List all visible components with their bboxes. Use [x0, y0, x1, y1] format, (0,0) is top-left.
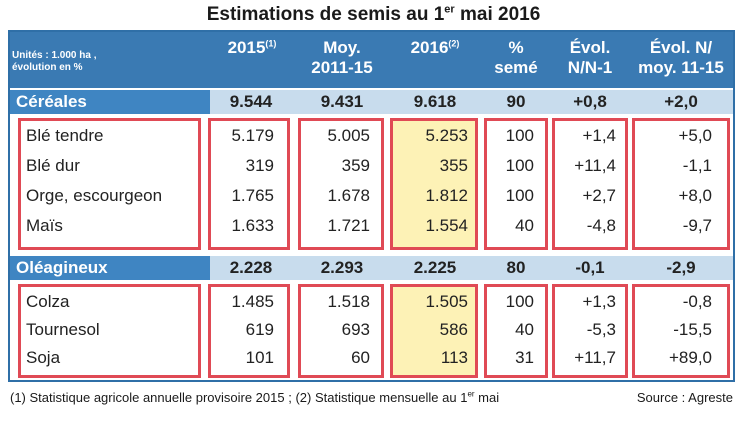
- value-moy: 5.005: [327, 126, 370, 145]
- column-header-2016: 2016(2): [410, 38, 460, 57]
- section-name: Céréales: [10, 90, 210, 114]
- source-note: Source : Agreste: [636, 390, 733, 405]
- table-row: Tournesol 619 693 586 40 -5,3 -15,5: [10, 317, 733, 343]
- table-row: Blé dur 319 359 355 100 +11,4 -1,1: [10, 153, 733, 179]
- row-label: Orge, escourgeon: [26, 186, 163, 205]
- label-box: [18, 118, 201, 250]
- total-2015: 2.228: [229, 258, 273, 277]
- table-row: Orge, escourgeon 1.765 1.678 1.812 100 +…: [10, 183, 733, 209]
- row-label: Soja: [26, 348, 61, 367]
- section-oleagineux: Oléagineux 2.228 2.293 2.225 80 -0,1 -2,…: [10, 256, 733, 280]
- row-label: Tournesol: [26, 320, 100, 339]
- value-2015: 101: [245, 348, 274, 367]
- value-2015: 619: [245, 320, 274, 339]
- value-percent: 100: [505, 186, 534, 205]
- table-row: Colza 1.485 1.518 1.505 100 +1,3 -0,8: [10, 289, 733, 315]
- total-evol-moy: -2,9: [666, 258, 696, 277]
- value-evol: +1,4: [582, 126, 616, 145]
- column-box-moy: [298, 284, 384, 378]
- total-percent: 90: [506, 92, 526, 111]
- value-2016: 586: [439, 320, 468, 339]
- total-evol: -0,1: [575, 258, 605, 277]
- value-evol-moy: -1,1: [682, 156, 712, 175]
- value-2016: 1.554: [425, 216, 468, 235]
- column-box-percent: [484, 118, 548, 250]
- value-percent: 100: [505, 156, 534, 175]
- table-row: Soja 101 60 113 31 +11,7 +89,0: [10, 345, 733, 371]
- total-percent: 80: [506, 258, 526, 277]
- value-2015: 1.633: [231, 216, 274, 235]
- column-header-moy: Moy. 2011-15: [311, 38, 373, 77]
- column-header-evol-moy: Évol. N/moy. 11-15: [638, 38, 724, 77]
- table-header: [10, 32, 733, 88]
- table-row: Blé tendre 5.179 5.005 5.253 100 +1,4 +5…: [10, 123, 733, 149]
- column-header-evol-n-n1: Évol. N/N-1: [567, 38, 613, 77]
- value-evol-moy: +5,0: [678, 126, 712, 145]
- column-header-2015: 2015(1): [227, 38, 277, 57]
- column-header-percent-seme: % semé: [494, 38, 538, 77]
- row-label: Blé dur: [26, 156, 80, 175]
- section-cereales: Céréales 9.544 9.431 9.618 90 +0,8 +2,0: [10, 90, 733, 114]
- value-evol-moy: -15,5: [673, 320, 712, 339]
- column-box-percent: [484, 284, 548, 378]
- value-2016: 355: [439, 156, 468, 175]
- value-evol: +11,4: [574, 156, 616, 175]
- row-label: Maïs: [26, 216, 63, 235]
- table-row: Maïs 1.633 1.721 1.554 40 -4,8 -9,7: [10, 213, 733, 239]
- column-box-evol: [552, 118, 628, 250]
- column-box-2016: [390, 118, 478, 250]
- value-2015: 1.485: [231, 292, 274, 311]
- label-box: [18, 284, 201, 378]
- value-evol-moy: +89,0: [668, 348, 712, 367]
- value-2015: 319: [245, 156, 274, 175]
- column-box-2016: [390, 284, 478, 378]
- value-2015: 1.765: [231, 186, 274, 205]
- total-evol-moy: +2,0: [664, 92, 698, 111]
- column-box-2015: [208, 118, 290, 250]
- table-frame: [8, 30, 735, 382]
- table-title: Estimations de semis au 1er mai 2016: [206, 3, 541, 25]
- column-box-2015: [208, 284, 290, 378]
- value-percent: 40: [515, 320, 534, 339]
- value-2015: 5.179: [231, 126, 274, 145]
- value-moy: 1.678: [327, 186, 370, 205]
- value-2016: 113: [440, 348, 468, 367]
- value-evol-moy: -0,8: [682, 292, 712, 311]
- column-box-evol-moy: [632, 118, 730, 250]
- column-box-moy: [298, 118, 384, 250]
- value-moy: 359: [341, 156, 370, 175]
- value-evol: +1,3: [582, 292, 616, 311]
- value-evol: -4,8: [586, 216, 616, 235]
- value-evol: +11,7: [574, 348, 616, 367]
- value-evol: +2,7: [582, 186, 616, 205]
- value-percent: 40: [515, 216, 534, 235]
- total-2015: 9.544: [229, 92, 273, 111]
- total-evol: +0,8: [573, 92, 607, 111]
- value-evol: -5,3: [586, 320, 616, 339]
- column-box-evol-moy: [632, 284, 730, 378]
- value-evol-moy: -9,7: [682, 216, 712, 235]
- total-moy: 2.293: [320, 258, 364, 277]
- value-evol-moy: +8,0: [678, 186, 712, 205]
- value-2016: 1.505: [425, 292, 468, 311]
- value-moy: 1.518: [327, 292, 370, 311]
- column-box-evol: [552, 284, 628, 378]
- footnote: (1) Statistique agricole annuelle provis…: [10, 389, 500, 405]
- value-percent: 100: [505, 292, 534, 311]
- total-moy: 9.431: [320, 92, 364, 111]
- row-label: Blé tendre: [26, 126, 104, 145]
- value-moy: 693: [341, 320, 370, 339]
- value-moy: 60: [351, 348, 370, 367]
- section-name: Oléagineux: [10, 256, 210, 280]
- units-note: Unités : 1.000 ha , évolution en %: [12, 50, 97, 73]
- row-label: Colza: [26, 292, 70, 311]
- value-moy: 1.721: [327, 216, 370, 235]
- total-2016: 2.225: [413, 258, 457, 277]
- total-2016: 9.618: [413, 92, 457, 111]
- value-percent: 100: [505, 126, 534, 145]
- value-2016: 5.253: [425, 126, 468, 145]
- value-2016: 1.812: [425, 186, 468, 205]
- value-percent: 31: [515, 348, 534, 367]
